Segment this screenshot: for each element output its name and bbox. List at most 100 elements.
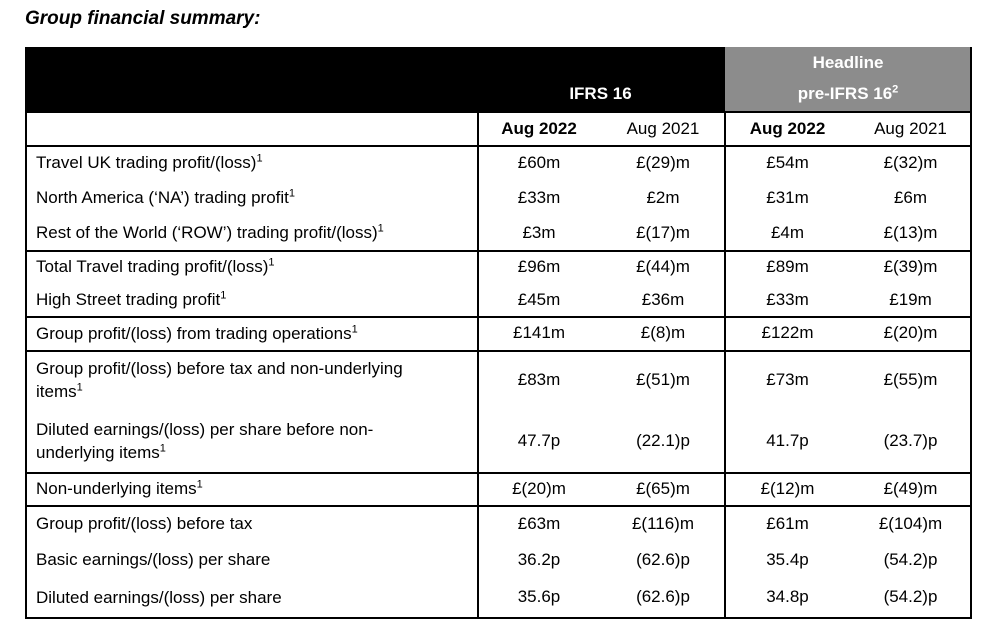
- value-cell: £19m: [889, 289, 932, 309]
- row-label: North America (‘NA’) trading profit1: [25, 180, 477, 215]
- note: 1: [377, 222, 384, 235]
- value-cell: £122m: [761, 323, 814, 342]
- value-cell: £83m: [517, 370, 561, 389]
- note: 1: [256, 152, 263, 165]
- row-label: Group profit/(loss) from trading operati…: [25, 316, 477, 350]
- column-header: Aug 2022: [749, 119, 826, 138]
- value-cell: £73m: [766, 370, 809, 389]
- rule: [25, 316, 972, 318]
- value-cell: £31m: [766, 187, 809, 207]
- value-cell: £(51)m: [636, 370, 690, 389]
- rule: [25, 47, 27, 111]
- value-cell: (54.2)p: [883, 549, 938, 569]
- value-cell: 41.7p: [766, 431, 809, 450]
- label: High Street trading profit: [36, 290, 221, 309]
- value-cell: £(17)m: [636, 222, 690, 242]
- note: 1: [76, 381, 83, 394]
- note: 1: [351, 322, 358, 335]
- value-cell: £45m: [517, 289, 561, 309]
- title: Group financial summary:: [25, 8, 261, 29]
- headline-band: [725, 47, 971, 111]
- label: Group profit/(loss) before tax: [36, 514, 253, 533]
- value-cell: £(65)m: [636, 478, 690, 498]
- label: Rest of the World (‘ROW’) trading profit…: [36, 223, 378, 242]
- column-header: Aug 2021: [874, 119, 947, 138]
- value-cell: 35.4p: [766, 549, 809, 569]
- row-label: Non-underlying items1: [25, 472, 477, 505]
- rule: [970, 111, 972, 619]
- row-label-text: Non-underlying items1: [36, 477, 203, 500]
- value-cell: £4m: [770, 222, 805, 242]
- value-cell: £2m: [646, 187, 680, 207]
- value-cell: (62.6)p: [636, 549, 690, 569]
- value-cell: £(12)m: [760, 478, 815, 498]
- value-cell: £(32)m: [883, 152, 938, 172]
- note: 1: [159, 442, 166, 455]
- note: 1: [288, 187, 295, 200]
- headline-header: Headline: [812, 53, 884, 72]
- rule: [25, 617, 972, 619]
- value-cell: £(20)m: [883, 323, 938, 342]
- value-cell: £33m: [766, 289, 809, 309]
- value-cell: 47.7p: [517, 431, 561, 450]
- rule: [25, 111, 972, 113]
- value-cell: £(39)m: [883, 256, 938, 276]
- row-label-text: Group profit/(loss) before tax and non-u…: [36, 357, 447, 403]
- value-cell: £(44)m: [636, 256, 690, 276]
- row-label-text: Total Travel trading profit/(loss)1: [36, 255, 275, 278]
- value-cell: £33m: [517, 187, 561, 207]
- rule: [25, 111, 27, 619]
- value-cell: £61m: [766, 513, 809, 533]
- value-cell: (62.6)p: [636, 587, 690, 606]
- rule: [25, 250, 972, 252]
- row-label: High Street trading profit1: [25, 283, 477, 316]
- row-label: Total Travel trading profit/(loss)1: [25, 250, 477, 283]
- value-cell: £(13)m: [883, 222, 938, 242]
- note: 1: [220, 289, 227, 302]
- value-cell: £89m: [766, 256, 809, 276]
- row-label: Group profit/(loss) before tax and non-u…: [25, 350, 477, 410]
- row-label-text: Travel UK trading profit/(loss)1: [36, 151, 263, 174]
- pre-ifrs-header: pre-IFRS 162: [725, 84, 971, 104]
- note: 1: [268, 256, 275, 269]
- value-cell: 35.6p: [517, 587, 561, 606]
- rule: [25, 505, 972, 507]
- row-label-text: Diluted earnings/(loss) per share before…: [36, 418, 447, 464]
- value-cell: (22.1)p: [636, 431, 690, 450]
- row-label: Group profit/(loss) before tax: [25, 505, 477, 542]
- value-cell: £36m: [641, 289, 685, 309]
- row-label: Rest of the World (‘ROW’) trading profit…: [25, 215, 477, 250]
- label: Group profit/(loss) from trading operati…: [36, 323, 352, 343]
- value-cell: £(29)m: [636, 152, 690, 172]
- value-cell: £63m: [517, 513, 561, 533]
- value-cell: 36.2p: [517, 549, 561, 569]
- value-cell: £(20)m: [512, 478, 566, 498]
- ifrs-header: IFRS 16: [569, 84, 632, 103]
- row-label-text: North America (‘NA’) trading profit1: [36, 186, 295, 209]
- label: Group profit/(loss) before tax and non-u…: [36, 359, 403, 401]
- row-label-text: Diluted earnings/(loss) per share: [36, 586, 282, 609]
- note: 2: [892, 83, 899, 96]
- value-cell: £54m: [766, 152, 809, 172]
- value-cell: £96m: [517, 256, 561, 276]
- row-label: Diluted earnings/(loss) per share before…: [25, 410, 477, 472]
- row-label: Basic earnings/(loss) per share: [25, 542, 477, 577]
- value-cell: (23.7)p: [883, 431, 938, 450]
- row-label-text: Rest of the World (‘ROW’) trading profit…: [36, 221, 384, 244]
- value-cell: £(55)m: [883, 370, 938, 389]
- value-cell: £141m: [513, 323, 565, 342]
- row-label-text: High Street trading profit1: [36, 288, 226, 311]
- value-cell: £(49)m: [883, 478, 938, 498]
- label: Travel UK trading profit/(loss): [36, 153, 257, 172]
- row-label: Travel UK trading profit/(loss)1: [25, 145, 477, 180]
- row-label: Diluted earnings/(loss) per share: [25, 577, 477, 617]
- column-header: Aug 2021: [626, 119, 700, 138]
- column-header: Aug 2022: [501, 119, 577, 138]
- label: Diluted earnings/(loss) per share: [36, 587, 282, 607]
- rule: [724, 111, 726, 619]
- value-cell: £(104)m: [878, 513, 943, 533]
- rule: [477, 111, 479, 619]
- value-cell: £60m: [517, 152, 561, 172]
- row-label-text: Group profit/(loss) before tax: [36, 512, 252, 535]
